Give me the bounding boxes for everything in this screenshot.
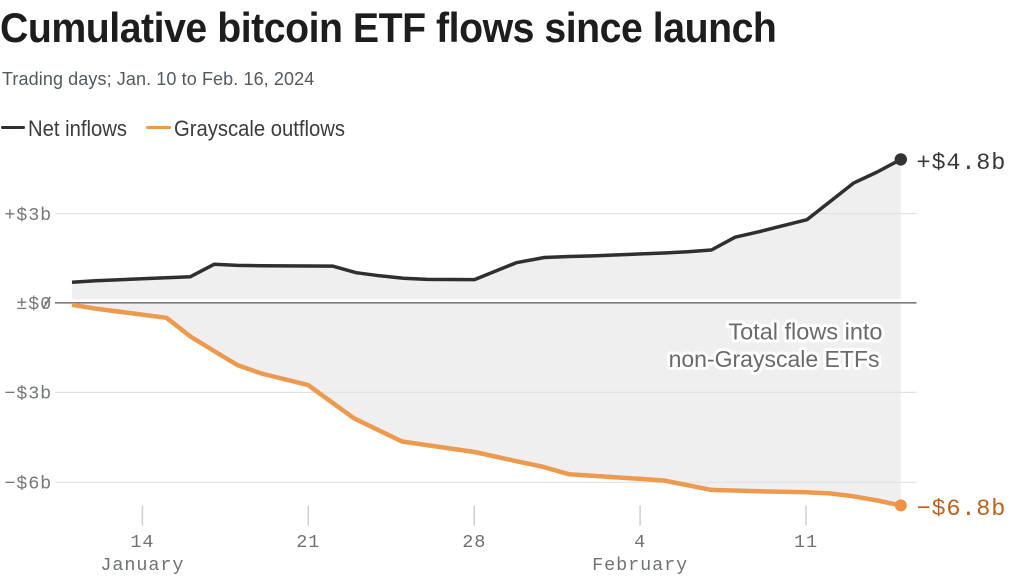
- svg-text:±$0: ±$0: [16, 294, 52, 315]
- svg-text:+$4.8b: +$4.8b: [917, 150, 1007, 177]
- svg-text:Total flows into: Total flows into: [728, 319, 882, 345]
- svg-text:non-Grayscale ETFs: non-Grayscale ETFs: [669, 346, 880, 372]
- svg-text:−$6b: −$6b: [4, 474, 52, 495]
- svg-text:28: 28: [462, 532, 486, 553]
- svg-text:21: 21: [296, 532, 320, 553]
- svg-text:14: 14: [130, 532, 154, 553]
- svg-text:−$3b: −$3b: [4, 384, 52, 405]
- svg-text:+$3b: +$3b: [4, 205, 52, 226]
- svg-text:11: 11: [794, 532, 818, 553]
- svg-text:February: February: [592, 555, 688, 576]
- svg-text:4: 4: [634, 532, 646, 553]
- svg-text:January: January: [100, 555, 184, 576]
- svg-text:−$6.8b: −$6.8b: [917, 496, 1007, 523]
